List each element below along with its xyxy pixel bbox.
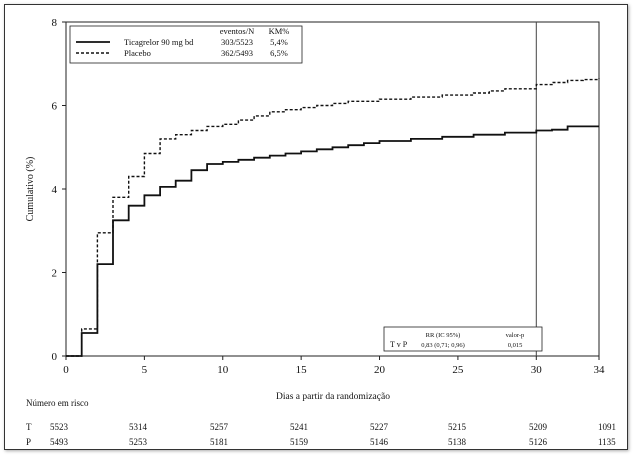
y-axis-label: Cumulativo (%)	[25, 157, 36, 222]
x-tick-label-10: 10	[217, 364, 229, 376]
stats-p-value: 0,015	[508, 342, 523, 349]
y-tick-label-6: 6	[52, 101, 58, 113]
risk-cell: 5159	[290, 437, 308, 447]
stats-frame	[383, 326, 543, 352]
legend-label-1: Placebo	[124, 48, 151, 58]
stats-row-label: T v P	[390, 340, 408, 349]
risk-cell: 1091	[598, 422, 616, 432]
stats-rr-value: 0,83 (0,71; 0,96)	[421, 342, 465, 349]
risk-cell: 5138	[448, 437, 466, 447]
series-placebo-line	[66, 78, 600, 357]
risk-row-label-P: P	[26, 437, 32, 447]
x-axis-label: Dias a partir da randomização	[276, 392, 390, 402]
axes: 0 5 10 15 20 25 30 34 0 2 4 6 8	[52, 17, 606, 376]
risk-cell: 5257	[210, 422, 228, 432]
legend-events-0: 303/5523	[221, 37, 253, 47]
risk-cell: 5253	[129, 437, 147, 447]
y-tick-label-0: 0	[52, 351, 58, 363]
x-tick-label-15: 15	[296, 364, 308, 376]
risk-cell: 5493	[50, 437, 68, 447]
series-layer	[66, 78, 600, 357]
legend-box: eventos/N KM% Ticagrelor 90 mg bd 303/5523 5…	[69, 25, 303, 64]
risk-cell: 5215	[448, 422, 466, 432]
x-tick-label-30: 30	[531, 364, 543, 376]
figure-frame	[4, 4, 628, 450]
legend-km-0: 5,4%	[270, 37, 288, 47]
legend-header-events: eventos/N	[220, 26, 254, 36]
risk-row-label-T: T	[26, 422, 32, 432]
risk-table-title: Número em risco	[26, 398, 89, 408]
y-tick-label-8: 8	[52, 17, 58, 29]
risk-cell: 5209	[529, 422, 547, 432]
legend-events-1: 362/5493	[221, 48, 253, 58]
y-tick-label-2: 2	[52, 268, 58, 280]
legend-frame	[69, 25, 303, 64]
x-tick-label-34: 34	[594, 364, 606, 376]
risk-cell: 1135	[598, 437, 616, 447]
risk-cell: 5314	[129, 422, 147, 432]
risk-cell: 5126	[529, 437, 547, 447]
x-tick-label-0: 0	[63, 364, 69, 376]
risk-cell: 5227	[370, 422, 388, 432]
x-tick-label-20: 20	[374, 364, 386, 376]
risk-cell: 5181	[210, 437, 228, 447]
legend-km-1: 6,5%	[270, 48, 288, 58]
risk-cell: 5523	[50, 422, 68, 432]
plot-area	[65, 21, 600, 357]
risk-cell: 5146	[370, 437, 388, 447]
stats-box: RR (IC 95%) valor-p T v P 0,83 (0,71; 0,96)…	[383, 326, 543, 352]
x-tick-label-25: 25	[452, 364, 464, 376]
risk-cell: 5241	[290, 422, 308, 432]
stats-header-rr: RR (IC 95%)	[426, 332, 461, 339]
series-ticagrelor-line	[66, 125, 599, 357]
y-tick-label-4: 4	[52, 184, 58, 196]
stats-header-p: valor-p	[506, 332, 525, 339]
legend-header-km: KM%	[269, 26, 290, 36]
x-tick-label-5: 5	[142, 364, 148, 376]
legend-label-0: Ticagrelor 90 mg bd	[124, 37, 194, 47]
